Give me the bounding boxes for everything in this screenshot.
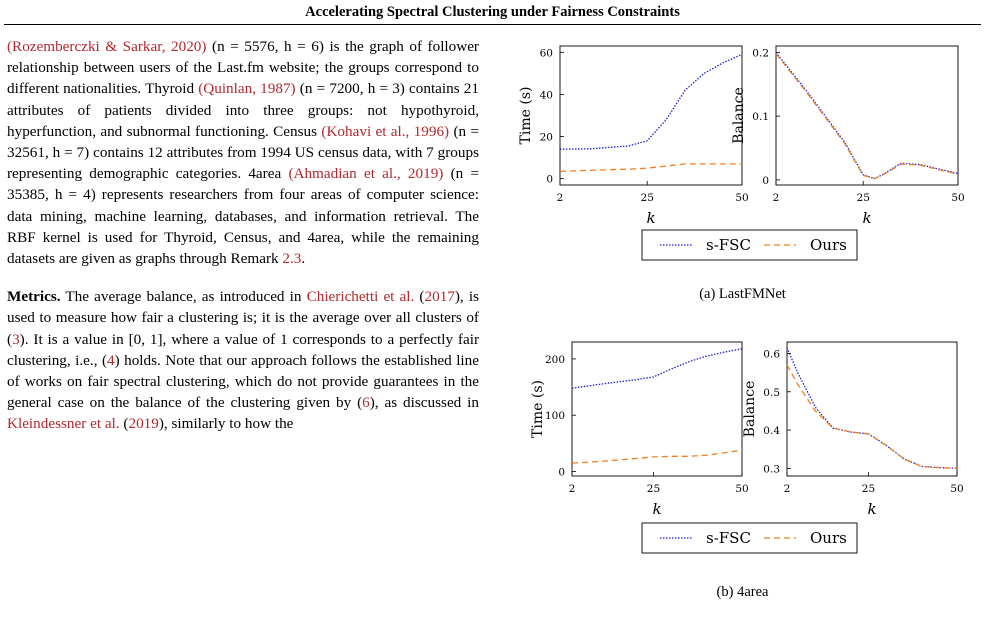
y-tick-label: 0 <box>546 174 553 186</box>
text-run: (n = 7200, h = 3) contains 21 attributes… <box>7 80 479 140</box>
text-run: . <box>301 250 306 268</box>
figure-4area: 2 25 50 0 100 200 k Time (s) 2 25 50 0.3 0.4 0.5 0.6 k B… <box>530 341 964 554</box>
text-run: ), as discussed in <box>369 394 480 412</box>
legend-label-sfsc: s-FSC <box>706 236 751 254</box>
text-run: (n = 5576, h = 6) is the graph of follow… <box>7 38 479 98</box>
series-line-sfsc <box>571 348 743 389</box>
y-tick-label: 100 <box>545 410 565 422</box>
series-line-ours <box>559 163 742 172</box>
citation-link[interactable]: 4 <box>107 351 115 369</box>
text-run: ( <box>414 288 425 306</box>
plot-frame <box>559 45 743 186</box>
dataset-description-paragraph: (Rozemberczki & Sarkar, 2020) (n = 5576,… <box>7 36 479 269</box>
x-tick-label: 25 <box>857 192 870 204</box>
legend-label-ours: Ours <box>810 529 847 547</box>
y-axis-label: Time (s) <box>518 87 534 145</box>
x-axis-label: k <box>646 209 655 227</box>
x-tick-label: 2 <box>557 192 564 204</box>
citation-link[interactable]: (Quinlan, 1987) <box>198 80 296 98</box>
citation-link[interactable]: 3 <box>12 330 20 348</box>
x-tick-label: 25 <box>862 483 875 495</box>
y-tick-label: 0.5 <box>763 387 780 399</box>
x-axis-label: k <box>652 500 661 518</box>
y-tick-label: 60 <box>540 47 553 59</box>
plot-frame <box>571 341 743 477</box>
figure-lastfmnet: 2 25 50 0 20 40 60 k Time (s) 2 25 50 0 0.1 0.2 k Balanc… <box>518 45 965 261</box>
y-tick-label: 0.2 <box>752 47 769 59</box>
legend-box <box>641 229 858 261</box>
series-line-sfsc <box>775 51 959 180</box>
series-line-sfsc <box>559 53 743 150</box>
citation-link[interactable]: (Ahmadian et al., 2019) <box>288 165 444 183</box>
legend-label-ours: Ours <box>810 236 847 254</box>
series-line-ours <box>786 364 958 469</box>
metrics-heading: Metrics. <box>7 288 61 306</box>
text-run: The average balance, as introduced in <box>60 288 307 306</box>
x-tick-label: 50 <box>951 192 964 204</box>
text-run: ), is used to measure how fair a cluster… <box>7 288 479 348</box>
citation-link[interactable]: (Rozemberczki & Sarkar, 2020) <box>7 38 207 55</box>
y-tick-label: 0.1 <box>752 111 769 123</box>
x-tick-label: 2 <box>569 483 576 495</box>
y-tick-label: 0 <box>558 466 565 478</box>
text-run: ), similarly to how the <box>158 415 294 433</box>
citation-link[interactable]: 2.3 <box>282 250 302 268</box>
y-axis-label: Balance <box>731 87 747 144</box>
caption-lastfmnet: (a) LastFMNet <box>699 286 786 302</box>
x-axis-label: k <box>862 209 871 227</box>
y-tick-label: 0.4 <box>763 425 780 437</box>
y-tick-label: 40 <box>540 89 553 101</box>
text-run: (n = 32561, h = 7) contains 12 attribute… <box>7 122 480 183</box>
x-axis-label: k <box>867 500 876 518</box>
plot-frame <box>786 341 958 477</box>
figure-column: 2 25 50 0 20 40 60 k Time (s) 2 25 50 0 0.1 0.2 k Balanc… <box>500 34 985 618</box>
x-tick-label: 2 <box>784 483 791 495</box>
y-tick-label: 0.6 <box>763 348 780 360</box>
legend-label-sfsc: s-FSC <box>706 529 751 547</box>
y-tick-label: 0 <box>762 175 769 187</box>
y-axis-label: Time (s) <box>530 380 546 438</box>
x-tick-label: 50 <box>735 483 748 495</box>
series-line-ours <box>775 53 959 180</box>
x-tick-label: 2 <box>773 192 780 204</box>
series-line-ours <box>571 449 743 464</box>
text-run: (n = 35385, h = 4) represents researcher… <box>7 165 480 268</box>
caption-4area: (b) 4area <box>716 584 769 600</box>
citation-link[interactable]: 2019 <box>128 415 159 433</box>
citation-link[interactable]: Chierichetti et al. <box>306 288 415 306</box>
citation-link[interactable]: Kleindessner et al. <box>7 415 120 433</box>
text-run: ( <box>119 415 129 433</box>
x-tick-label: 25 <box>647 483 660 495</box>
x-tick-label: 25 <box>641 192 654 204</box>
y-tick-label: 0.3 <box>763 463 780 475</box>
y-tick-label: 200 <box>545 354 565 366</box>
series-line-sfsc <box>786 347 958 469</box>
text-run: ) holds. Note that our approach follows … <box>7 351 479 412</box>
y-tick-label: 20 <box>540 132 553 144</box>
body-text-column: (Rozemberczki & Sarkar, 2020) (n = 5576,… <box>7 36 479 435</box>
citation-link[interactable]: 2017 <box>424 288 455 306</box>
x-tick-label: 50 <box>950 483 963 495</box>
metrics-paragraph: Metrics. The average balance, as introdu… <box>7 286 479 434</box>
metrics-body: The average balance, as introduced in Ch… <box>7 288 479 432</box>
header-rule <box>4 24 981 25</box>
citation-link[interactable]: (Kohavi et al., 1996) <box>321 122 450 140</box>
citation-link[interactable]: 6 <box>362 394 370 412</box>
legend-box <box>641 522 858 554</box>
x-tick-label: 50 <box>735 192 748 204</box>
running-head-title: Accelerating Spectral Clustering under F… <box>305 4 680 20</box>
plot-frame <box>775 45 959 186</box>
y-axis-label: Balance <box>742 381 758 438</box>
text-run: ). It is a value in [0, 1], where a valu… <box>7 330 479 369</box>
